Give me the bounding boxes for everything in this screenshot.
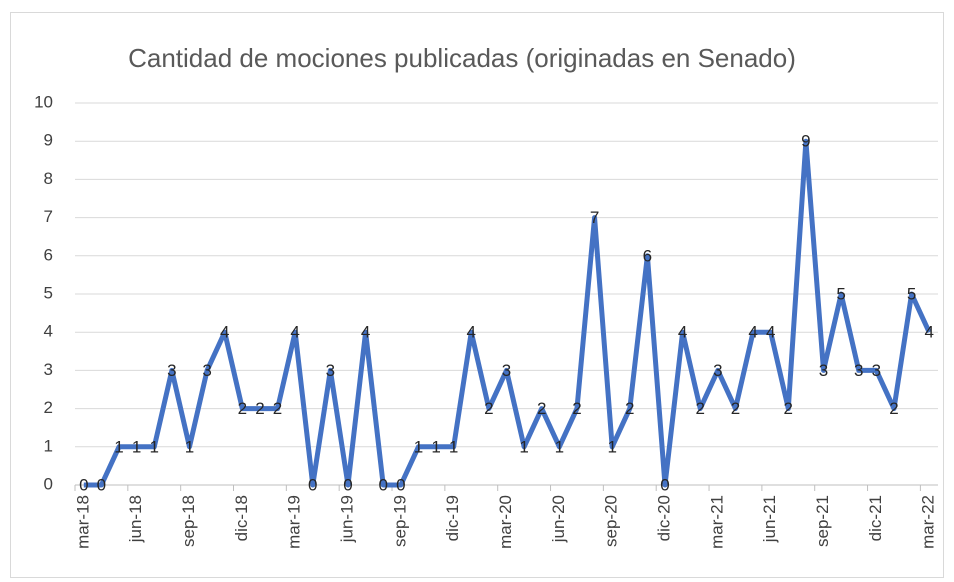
data-label: 9 [801, 132, 810, 151]
x-tick-label: jun-18 [126, 495, 145, 543]
x-tick-label: sep-19 [390, 495, 409, 547]
data-label: 0 [660, 475, 669, 494]
data-label: 2 [572, 399, 581, 418]
x-tick-label: mar-20 [496, 495, 515, 549]
y-tick-label: 5 [44, 283, 53, 302]
x-tick-label: dic-19 [443, 495, 462, 541]
data-label: 1 [449, 437, 458, 456]
data-label: 0 [79, 475, 88, 494]
data-label: 4 [467, 323, 476, 342]
y-tick-label: 4 [44, 322, 53, 341]
data-label: 5 [836, 284, 845, 303]
data-label: 0 [97, 475, 106, 494]
y-tick-label: 0 [44, 474, 53, 493]
line [83, 138, 932, 488]
x-tick-label: sep-20 [602, 495, 621, 547]
data-label: 1 [431, 437, 440, 456]
y-tick-label: 9 [44, 131, 53, 150]
data-label: 0 [343, 475, 352, 494]
x-tick-label: jun-19 [337, 495, 356, 543]
y-tick-label: 6 [44, 245, 53, 264]
data-label: 4 [678, 323, 687, 342]
x-tick-label: sep-21 [813, 495, 832, 547]
x-tick-label: dic-20 [654, 495, 673, 541]
data-label: 4 [361, 323, 370, 342]
x-tick-label: sep-18 [179, 495, 198, 547]
data-label: 3 [167, 361, 176, 380]
y-tick-label: 8 [44, 169, 53, 188]
data-label: 1 [185, 437, 194, 456]
y-tick-label: 3 [44, 360, 53, 379]
data-label: 2 [889, 399, 898, 418]
data-label: 3 [502, 361, 511, 380]
data-label: 3 [872, 361, 881, 380]
data-label: 2 [273, 399, 282, 418]
data-label: 7 [590, 208, 599, 227]
data-label: 1 [414, 437, 423, 456]
chart-border [10, 12, 944, 578]
y-tick-label: 10 [34, 92, 53, 111]
data-label: 2 [731, 399, 740, 418]
data-label: 2 [238, 399, 247, 418]
data-label: 4 [290, 323, 299, 342]
y-tick-label: 7 [44, 207, 53, 226]
data-label: 3 [202, 361, 211, 380]
x-tick-label: mar-22 [919, 495, 938, 549]
data-label: 4 [924, 323, 933, 342]
data-label: 4 [220, 323, 229, 342]
data-label: 2 [255, 399, 264, 418]
data-label: 5 [907, 284, 916, 303]
x-tick-label: mar-21 [707, 495, 726, 549]
data-label: 2 [625, 399, 634, 418]
data-label: 0 [378, 475, 387, 494]
y-tick-label: 1 [44, 436, 53, 455]
x-tick-label: dic-18 [232, 495, 251, 541]
data-label: 2 [537, 399, 546, 418]
data-label: 1 [555, 437, 564, 456]
x-tick-label: mar-18 [73, 495, 92, 549]
data-label: 0 [308, 475, 317, 494]
data-label: 1 [114, 437, 123, 456]
data-label: 3 [819, 361, 828, 380]
chart-title: Cantidad de mociones publicadas (origina… [128, 43, 796, 73]
data-label: 1 [607, 437, 616, 456]
x-tick-label: dic-21 [866, 495, 885, 541]
data-label: 1 [150, 437, 159, 456]
data-label: 3 [713, 361, 722, 380]
y-tick-label: 2 [44, 398, 53, 417]
data-label: 4 [766, 323, 775, 342]
x-tick-label: jun-20 [549, 495, 568, 543]
data-label: 4 [748, 323, 757, 342]
data-label: 2 [696, 399, 705, 418]
x-tick-label: jun-21 [760, 495, 779, 543]
data-label: 0 [396, 475, 405, 494]
data-label: 1 [519, 437, 528, 456]
data-label: 3 [854, 361, 863, 380]
data-label: 3 [326, 361, 335, 380]
x-tick-label: mar-19 [285, 495, 304, 549]
data-label: 6 [643, 246, 652, 265]
data-label: 2 [784, 399, 793, 418]
data-label: 1 [132, 437, 141, 456]
data-label: 2 [484, 399, 493, 418]
